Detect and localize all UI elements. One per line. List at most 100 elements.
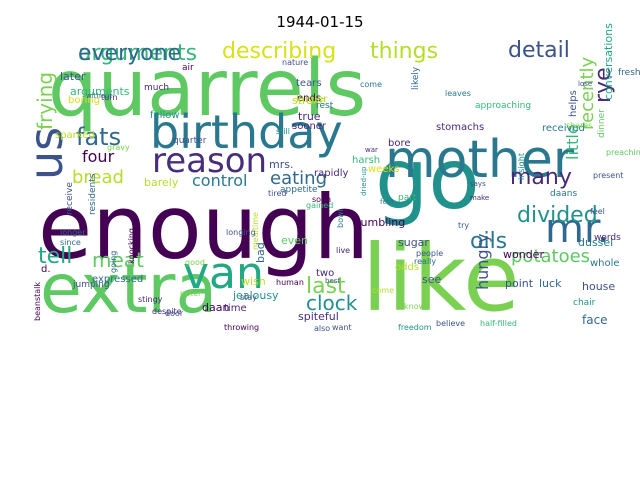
cloud-word: time [224,303,247,314]
cloud-word: last [306,274,346,299]
cloud-word: tired [268,189,286,198]
cloud-word: quarrels [48,44,366,134]
cloud-word: come [360,80,382,89]
cloud-word: really [414,257,436,266]
cloud-word: says [470,180,486,188]
cloud-word: little [563,124,582,160]
cloud-word: meat [92,248,144,272]
cloud-word: beanstalk [33,282,42,321]
cloud-word: mr. [545,206,609,252]
cloud-word: later [60,70,86,83]
cloud-word: freedom [398,323,432,332]
cloud-word: spiteful [298,310,339,323]
cloud-word: daans [550,189,577,199]
cloud-word: residents [88,173,98,215]
cloud-word: even [281,234,308,247]
cloud-word: van [183,248,264,299]
cloud-word: jealousy [232,289,279,302]
cloud-word: recently [577,56,598,130]
cloud-word: good [185,258,205,267]
cloud-word: chair [573,298,596,308]
cloud-word: sparked [55,130,95,141]
cloud-word: fellow [150,110,180,121]
cloud-word: weeks [368,164,399,175]
cloud-word: odds [395,262,419,273]
cloud-word: wish [241,275,266,288]
cloud-word: fats [76,123,121,151]
cloud-word: daan [202,301,229,314]
cloud-word: gained [306,201,333,210]
cloud-word: enough [38,176,369,279]
page-title: 1944-01-15 [276,13,364,31]
cloud-word: conversations [602,23,615,100]
cloud-word: leaves [445,89,471,98]
cloud-word: nature [282,58,308,67]
cloud-word: see [422,273,441,286]
cloud-word: door [165,309,184,318]
cloud-word: potatoes [511,246,590,267]
cloud-word: rest [316,101,334,111]
cloud-word: many [510,165,572,190]
cloud-word: lose [578,80,592,88]
cloud-word: preaching [606,148,640,157]
cloud-word: mealtime [251,212,260,250]
cloud-word: divided [517,203,598,228]
cloud-word: harsh [352,155,380,166]
cloud-word: point [505,277,534,290]
cloud-word: live [336,246,350,255]
cloud-word: war [365,146,378,154]
cloud-word: bowl [336,209,345,228]
cloud-word: received [542,123,585,134]
cloud-word: half-filled [480,319,517,328]
cloud-word: try [458,221,469,230]
cloud-word: arguments [70,85,130,98]
cloud-word: extra [40,250,217,329]
cloud-word: despite [152,307,182,316]
cloud-word: approaching [475,101,531,111]
cloud-word: quarter [173,136,207,146]
cloud-word: describing [222,39,336,64]
cloud-word: part [398,193,417,203]
cloud-word: house [582,280,615,293]
cloud-word: knocking [127,228,136,264]
cloud-word: dried-up [360,166,368,196]
cloud-word: luck [539,277,562,290]
cloud-word: peter [180,289,202,298]
cloud-word: tears [296,78,322,89]
cloud-word: feet [380,198,394,206]
cloud-word: feel [590,207,605,216]
cloud-word: detail [508,38,570,63]
cloud-word: likely [411,66,421,90]
cloud-word: appetite [280,185,318,195]
cloud-word: present [593,171,623,180]
cloud-word: much [144,83,169,93]
cloud-word: human [276,278,304,287]
cloud-word: receive [65,182,75,215]
cloud-word: since [60,238,81,247]
cloud-word: four [82,147,115,166]
cloud-word: insight [517,153,526,180]
cloud-word: throwing [224,323,259,332]
cloud-word: d. [41,264,51,275]
cloud-word: best [325,277,340,285]
cloud-word: going [109,251,118,273]
cloud-word: also [314,324,330,333]
cloud-word: stay [240,293,257,302]
cloud-word: jumping [72,280,110,290]
cloud-word: stroke [292,94,326,107]
cloud-word: gravy [107,143,130,152]
cloud-word: turn [101,93,117,102]
cloud-word: barely [144,176,179,189]
cloud-word: sugar [398,236,429,249]
cloud-word: without [86,92,113,100]
cloud-word: rumbling [356,216,405,229]
cloud-word: believe [436,319,465,328]
cloud-word: everyone [78,41,181,66]
cloud-word: go [375,130,480,228]
cloud-word: wonder [503,248,544,261]
cloud-word: words [594,233,621,243]
cloud-word: kugler [296,94,328,105]
cloud-word: birthday [150,105,343,159]
cloud-word: whole [590,258,620,269]
cloud-word: oils [470,229,507,254]
